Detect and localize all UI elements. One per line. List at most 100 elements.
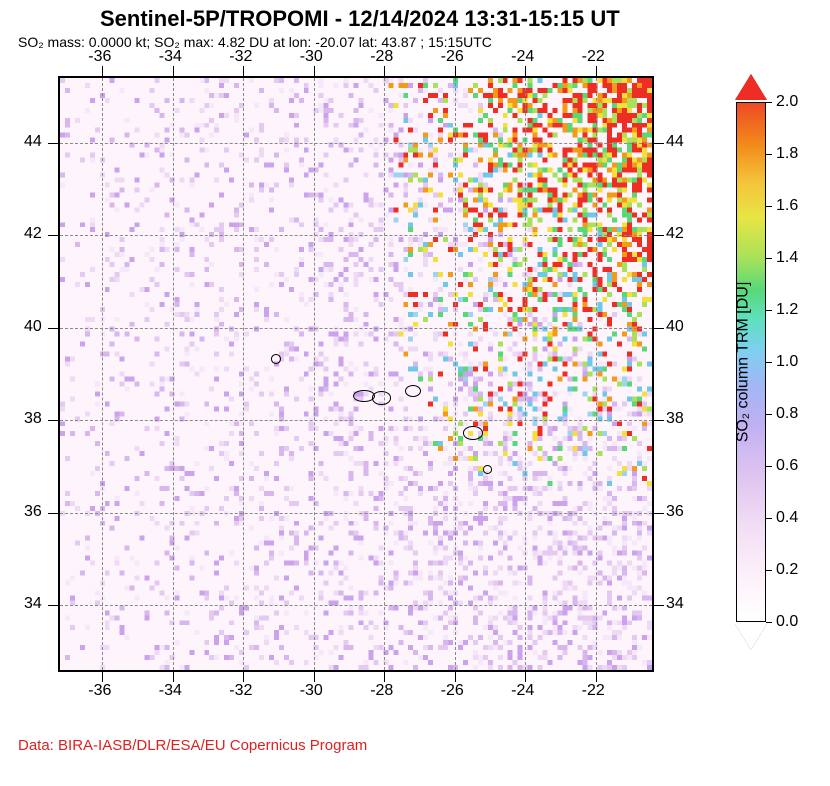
colorbar-tick-label: 0.0 [776,613,798,631]
tick-top [314,66,315,76]
lon-label-top: -22 [582,48,605,66]
lat-label-left: 44 [24,133,42,151]
colorbar-tick [766,466,772,467]
gridline-lon [596,78,597,670]
tick-top [102,66,103,76]
tick-bottom [596,672,597,682]
colorbar-tick [766,206,772,207]
colorbar-title: SO₂ column TRM [DU] [735,282,753,443]
tick-bottom [173,672,174,682]
lon-label-bottom: -32 [229,682,252,700]
gridline-lon [243,78,244,670]
colorbar-tick [766,362,772,363]
gridline-lon [384,78,385,670]
colorbar-tick [766,258,772,259]
lat-label-right: 36 [666,503,684,521]
colorbar-tick [766,102,772,103]
tick-right [654,328,664,329]
lon-label-bottom: -34 [159,682,182,700]
lat-label-right: 44 [666,133,684,151]
island-outline [372,391,392,405]
tick-left [48,420,58,421]
lat-label-left: 36 [24,503,42,521]
colorbar-tick-label: 0.2 [776,561,798,579]
colorbar-tick [766,414,772,415]
tick-left [48,235,58,236]
colorbar-tick-label: 0.6 [776,457,798,475]
lon-label-bottom: -22 [582,682,605,700]
colorbar-tick-label: 1.2 [776,301,798,319]
gridline-lon [173,78,174,670]
heatmap-canvas [60,78,652,670]
tick-bottom [243,672,244,682]
lat-label-right: 34 [666,595,684,613]
map-frame [58,76,654,672]
colorbar-over-triangle [735,74,767,100]
tick-bottom [102,672,103,682]
tick-top [596,66,597,76]
tick-right [654,143,664,144]
chart-title: Sentinel-5P/TROPOMI - 12/14/2024 13:31-1… [100,6,620,32]
gridline-lat [60,143,652,144]
lon-label-bottom: -24 [511,682,534,700]
colorbar-under-triangle [735,624,767,650]
tick-top [384,66,385,76]
gridline-lon [314,78,315,670]
tick-right [654,420,664,421]
tick-right [654,235,664,236]
tick-right [654,513,664,514]
tick-bottom [314,672,315,682]
gridline-lon [102,78,103,670]
island-outline [463,426,483,440]
tick-left [48,513,58,514]
lat-label-left: 42 [24,225,42,243]
island-outline [271,354,282,364]
tick-bottom [384,672,385,682]
data-credit: Data: BIRA-IASB/DLR/ESA/EU Copernicus Pr… [18,737,367,754]
colorbar-tick-label: 1.0 [776,353,798,371]
gridline-lat [60,420,652,421]
gridline-lat [60,328,652,329]
lon-label-top: -32 [229,48,252,66]
colorbar-tick-label: 1.8 [776,145,798,163]
lat-label-left: 40 [24,318,42,336]
lat-label-right: 38 [666,410,684,428]
tick-top [173,66,174,76]
colorbar-tick [766,622,772,623]
colorbar-tick-label: 0.8 [776,405,798,423]
tick-left [48,328,58,329]
lon-label-top: -28 [370,48,393,66]
lat-label-left: 34 [24,595,42,613]
tick-top [243,66,244,76]
colorbar-tick [766,154,772,155]
lon-label-bottom: -28 [370,682,393,700]
tick-right [654,605,664,606]
lon-label-top: -36 [88,48,111,66]
lat-label-left: 38 [24,410,42,428]
colorbar-tick-label: 2.0 [776,93,798,111]
tick-bottom [455,672,456,682]
gridline-lat [60,605,652,606]
lat-label-right: 40 [666,318,684,336]
colorbar-tick-label: 1.4 [776,249,798,267]
tick-top [525,66,526,76]
colorbar-tick [766,518,772,519]
gridline-lat [60,513,652,514]
colorbar-tick [766,310,772,311]
lon-label-top: -30 [300,48,323,66]
gridline-lat [60,235,652,236]
tick-bottom [525,672,526,682]
colorbar-tick-label: 1.6 [776,197,798,215]
tick-left [48,143,58,144]
lon-label-bottom: -36 [88,682,111,700]
colorbar: SO₂ column TRM [DU] 0.00.20.40.60.81.01.… [736,102,766,622]
colorbar-tick-label: 0.4 [776,509,798,527]
lon-label-top: -24 [511,48,534,66]
lon-label-top: -26 [441,48,464,66]
lon-label-top: -34 [159,48,182,66]
gridline-lon [455,78,456,670]
colorbar-tick [766,570,772,571]
tick-top [455,66,456,76]
lat-label-right: 42 [666,225,684,243]
lon-label-bottom: -30 [300,682,323,700]
